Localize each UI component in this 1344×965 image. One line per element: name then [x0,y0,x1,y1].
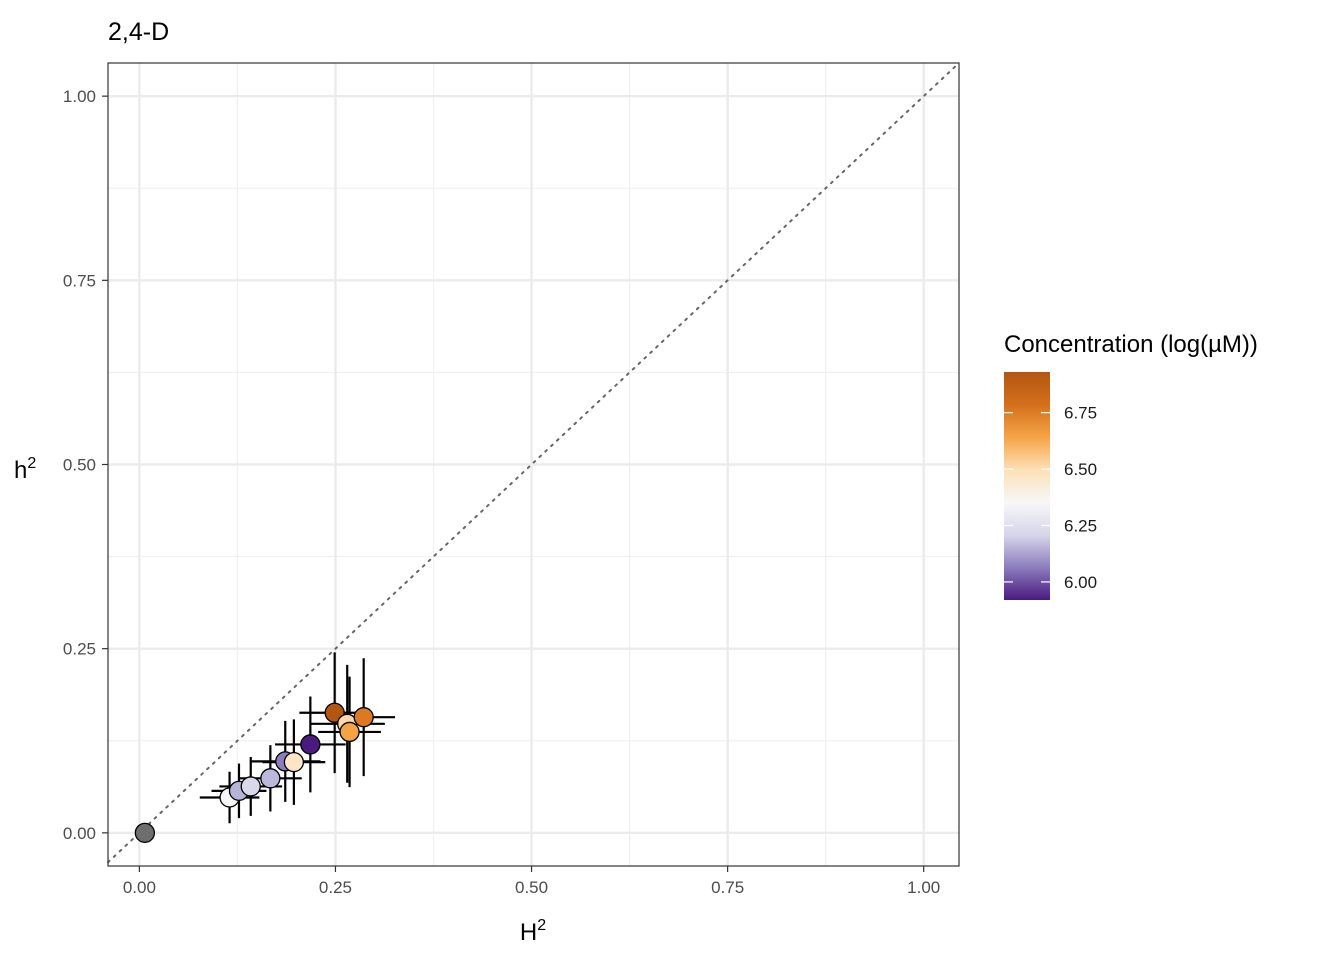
x-tick-label: 1.00 [907,878,940,897]
legend-colorbar [1004,372,1050,600]
legend-tick-label: 6.75 [1064,404,1097,423]
x-tick-label: 0.25 [319,878,352,897]
data-point [260,768,281,789]
x-axis-label-superscript: 2 [537,917,546,934]
y-tick-label: 0.00 [63,824,96,843]
data-point [134,822,156,843]
y-axis-label: h2 [14,455,36,484]
y-tick-label: 0.50 [63,456,96,475]
reference-line-group [107,62,960,864]
legend-tick-label: 6.50 [1064,460,1097,479]
x-axis: 0.00 0.25 0.50 0.75 1.00 [123,866,940,897]
x-axis-label: H2 [520,917,546,946]
legend-tick-label: 6.25 [1064,517,1097,536]
legend-title: Concentration (log(µM)) [1004,331,1258,358]
y-axis: 0.00 0.25 0.50 0.75 1.00 [63,87,108,843]
x-tick-label: 0.50 [515,878,548,897]
x-tick-label: 0.00 [123,878,156,897]
legend-ticks: 6.00 6.25 6.50 6.75 [1004,404,1097,592]
reference-line [107,62,960,864]
y-tick-label: 1.00 [63,87,96,106]
data-point [353,707,374,728]
data-points [134,702,374,843]
chart-title: 2,4-D [108,18,169,46]
data-point [283,751,305,773]
data-point [339,721,360,743]
y-tick-label: 0.75 [63,271,96,290]
legend-tick-label: 6.00 [1064,573,1097,592]
x-tick-label: 0.75 [711,878,744,897]
data-point [240,776,261,797]
y-axis-label-superscript: 2 [27,455,36,472]
data-point [300,734,321,755]
y-tick-label: 0.25 [63,640,96,659]
